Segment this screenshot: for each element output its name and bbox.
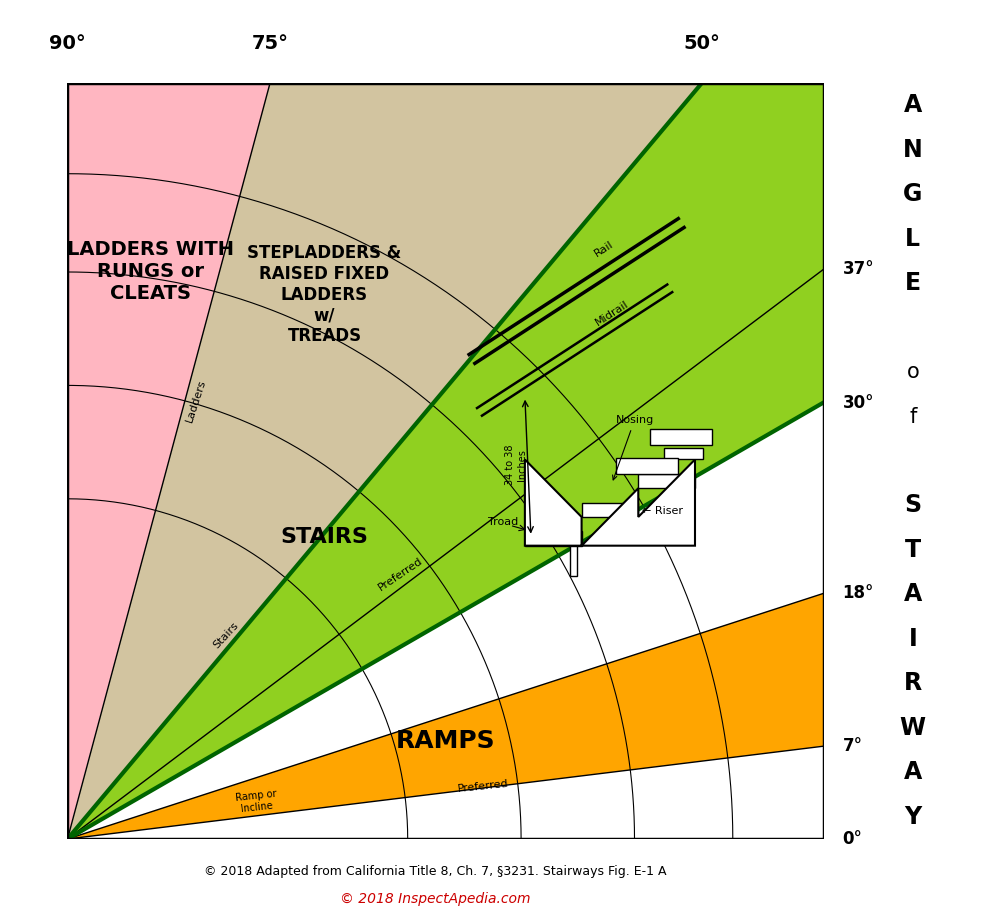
Text: f: f	[909, 407, 917, 427]
Text: STAIRS: STAIRS	[280, 526, 368, 547]
Text: 50°: 50°	[683, 34, 721, 53]
Text: A: A	[904, 93, 922, 117]
Text: © 2018 InspectApedia.com: © 2018 InspectApedia.com	[341, 892, 531, 906]
Bar	[525, 531, 581, 546]
Text: Ladders: Ladders	[184, 378, 208, 423]
Text: 75°: 75°	[251, 34, 288, 53]
Text: 37°: 37°	[842, 260, 874, 278]
Bar	[639, 474, 695, 489]
Text: I: I	[909, 627, 917, 651]
Polygon shape	[67, 83, 702, 839]
Polygon shape	[67, 594, 824, 839]
Text: L: L	[905, 227, 921, 251]
Text: W: W	[900, 715, 926, 739]
Polygon shape	[67, 83, 824, 839]
Text: A: A	[904, 583, 922, 607]
Text: RAMPS: RAMPS	[396, 728, 495, 752]
Text: T: T	[905, 538, 921, 561]
Polygon shape	[67, 83, 270, 839]
Text: R: R	[904, 671, 922, 695]
Polygon shape	[67, 403, 824, 839]
Text: Preferred: Preferred	[457, 778, 510, 794]
Text: 90°: 90°	[50, 34, 86, 53]
Bar	[581, 502, 639, 517]
Text: Midrail: Midrail	[593, 299, 631, 328]
Text: N: N	[903, 137, 923, 161]
Text: G: G	[903, 183, 923, 207]
Text: Nosing: Nosing	[613, 415, 653, 479]
Text: Y: Y	[904, 805, 922, 829]
Text: © 2018 Adapted from California Title 8, Ch. 7, §3231. Stairways Fig. E-1 A: © 2018 Adapted from California Title 8, …	[204, 865, 667, 878]
Polygon shape	[67, 746, 824, 839]
Bar	[570, 546, 577, 576]
Text: A: A	[904, 761, 922, 785]
Polygon shape	[525, 459, 695, 546]
Text: Rail: Rail	[593, 240, 616, 259]
Text: ← Riser: ← Riser	[643, 506, 683, 516]
Bar	[664, 448, 704, 459]
Bar	[649, 430, 712, 445]
Text: 34 to 38
Inches: 34 to 38 Inches	[505, 444, 527, 485]
Text: o: o	[907, 362, 919, 382]
Text: E: E	[905, 271, 921, 295]
Text: 18°: 18°	[842, 585, 874, 602]
Text: LADDERS WITH
RUNGS or
CLEATS: LADDERS WITH RUNGS or CLEATS	[67, 241, 235, 303]
Text: 7°: 7°	[842, 738, 862, 755]
Text: STEPLADDERS &
RAISED FIXED
LADDERS
w/
TREADS: STEPLADDERS & RAISED FIXED LADDERS w/ TR…	[248, 244, 402, 345]
Text: Preferred: Preferred	[376, 556, 425, 593]
Bar	[616, 458, 678, 474]
Text: 30°: 30°	[842, 394, 874, 411]
Text: 0°: 0°	[842, 830, 862, 848]
Text: Troad: Troad	[488, 517, 518, 527]
Text: Ramp or
Incline: Ramp or Incline	[235, 788, 278, 814]
Text: Stairs: Stairs	[212, 620, 241, 650]
Text: S: S	[904, 493, 922, 517]
